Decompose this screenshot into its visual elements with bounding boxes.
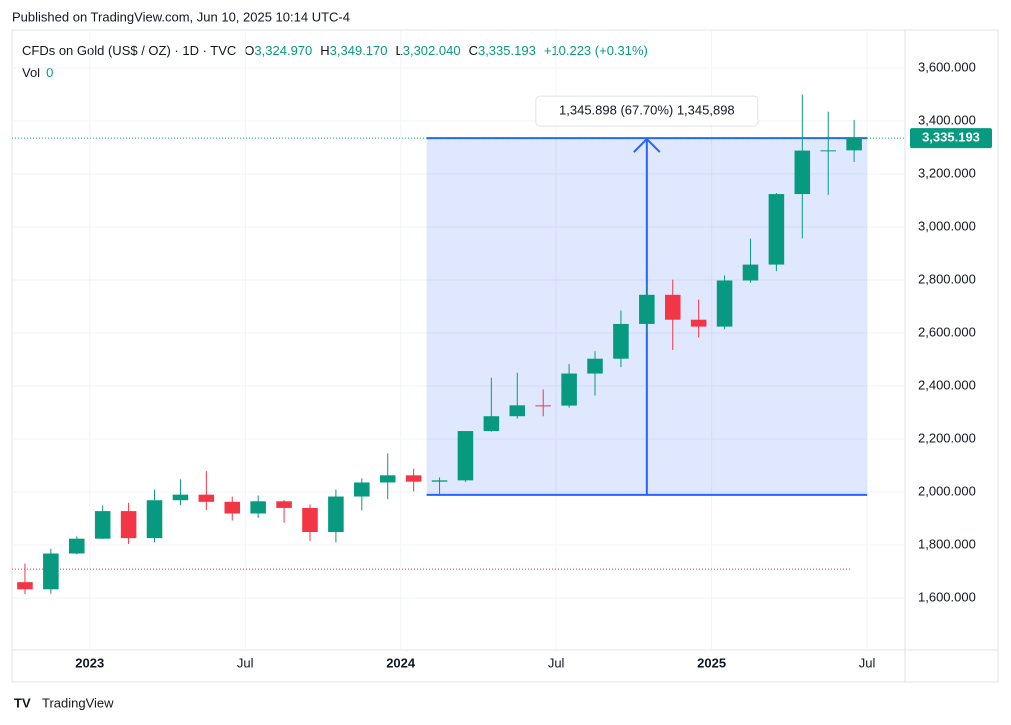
candle-body: [483, 416, 500, 432]
candle-body: [820, 150, 836, 152]
ohlc-key: O: [244, 43, 254, 58]
y-tick-label: 2,600.000: [918, 324, 976, 339]
measure-label-box: [535, 95, 759, 127]
x-tick-label: Jul: [237, 655, 254, 670]
ohlc-key: C: [469, 43, 478, 58]
ohlc-value: 3,335.193: [478, 43, 536, 58]
published-note: Published on TradingView.com, Jun 10, 20…: [12, 9, 350, 24]
footer: TV TradingView: [14, 695, 114, 710]
y-tick-label: 3,200.000: [918, 165, 976, 180]
vol-legend: Vol 0: [22, 65, 53, 80]
y-tick-label: 3,400.000: [918, 112, 976, 127]
candle-body: [43, 553, 59, 590]
candle-body: [146, 500, 163, 539]
measure-label: 1,345.898 (67.70%) 1,345,898: [559, 103, 735, 118]
y-tick-label: 3,600.000: [918, 59, 976, 74]
candle-body: [716, 280, 733, 327]
frame: [11, 29, 999, 683]
candle-body: [302, 507, 318, 533]
y-tick-label: 1,600.000: [918, 589, 976, 604]
candle-body: [509, 405, 526, 417]
ohlc-value: 3,349.170: [330, 43, 388, 58]
candle-body: [328, 496, 344, 533]
candle-body: [405, 475, 422, 482]
logo-mark: TV: [14, 695, 31, 710]
y-tick-label: 3,000.000: [918, 218, 976, 233]
ohlc-key: L: [396, 43, 403, 58]
candle-body: [276, 501, 292, 508]
candle-body: [768, 194, 785, 265]
measure-arrowhead: [633, 137, 661, 153]
y-tick-label: 2,200.000: [918, 430, 976, 445]
candle-body: [742, 264, 759, 281]
x-tick-label: 2023: [75, 655, 104, 670]
ohlc-value: 3,302.040: [403, 43, 461, 58]
vol-label: Vol: [22, 65, 40, 80]
y-tick-label: 2,400.000: [918, 377, 976, 392]
legend: CFDs on Gold (US$ / OZ) · 1D · TVC O3,324…: [22, 43, 648, 58]
candle-body: [17, 582, 33, 590]
candle-body: [172, 494, 189, 501]
x-tick-label: 2024: [386, 655, 416, 670]
candle-body: [354, 482, 370, 497]
last-price-label: 3,335.193: [922, 130, 980, 145]
candle-body: [250, 501, 266, 514]
candle-body: [69, 538, 85, 554]
candle-body: [535, 405, 551, 407]
y-tick-label: 2,000.000: [918, 483, 976, 498]
candle-body: [94, 511, 111, 539]
candle-body: [224, 501, 241, 514]
change: +10.223 (+0.31%): [544, 43, 648, 58]
brand: TradingView: [42, 695, 114, 710]
vol-value: 0: [46, 65, 53, 80]
candle-body: [846, 138, 862, 151]
candle-body: [664, 294, 681, 320]
candle-body: [457, 431, 474, 481]
ohlc-key: H: [320, 43, 329, 58]
symbol: CFDs on Gold (US$ / OZ) · 1D · TVC: [22, 43, 236, 58]
ohlc-value: 3,324.970: [254, 43, 312, 58]
x-tick-label: 2025: [697, 655, 726, 670]
candle-body: [431, 480, 448, 482]
candle-body: [639, 294, 655, 324]
candle-body: [613, 323, 629, 359]
y-tick-label: 1,800.000: [918, 536, 976, 551]
candle-body: [198, 494, 215, 502]
y-tick-label: 2,800.000: [918, 271, 976, 286]
candle-body: [794, 150, 811, 195]
candle-body: [379, 475, 396, 483]
x-tick-label: Jul: [859, 655, 876, 670]
candle-body: [561, 373, 577, 406]
x-tick-label: Jul: [548, 655, 565, 670]
last-price-box: [910, 128, 992, 149]
candle-body: [120, 511, 137, 539]
candle-body: [690, 319, 707, 327]
candle-body: [587, 358, 603, 374]
